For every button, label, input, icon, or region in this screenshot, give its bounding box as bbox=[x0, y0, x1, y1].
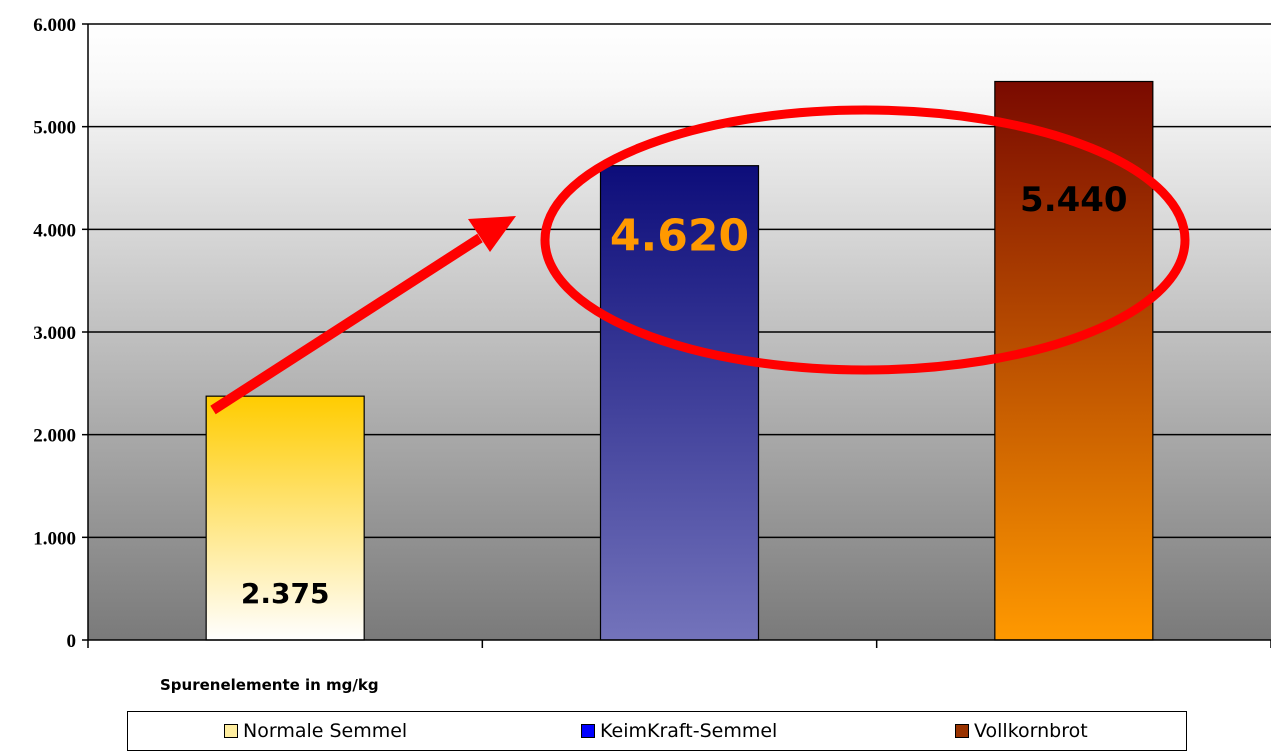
legend-swatch-vollkornbrot bbox=[955, 724, 969, 738]
bar-vollkornbrot bbox=[994, 80, 1154, 641]
y-tick-label: 1.000 bbox=[33, 528, 76, 549]
arrow-shaft bbox=[210, 233, 483, 415]
y-tick-labels: 0 1.000 2.000 3.000 4.000 5.000 6.000 bbox=[33, 15, 76, 652]
legend-item-vollkornbrot: Vollkornbrot bbox=[955, 720, 1088, 742]
legend-item-normale-semmel: Normale Semmel bbox=[224, 720, 407, 742]
bar-normale-semmel bbox=[205, 395, 365, 641]
bars bbox=[205, 80, 1154, 641]
legend-item-keimkraft-semmel: KeimKraft-Semmel bbox=[581, 720, 777, 742]
data-label-vollkornbrot: 5.440 bbox=[1020, 180, 1128, 220]
legend-swatch-keimkraft-semmel bbox=[581, 724, 595, 738]
y-tick-label: 4.000 bbox=[33, 220, 76, 241]
arrow-head bbox=[468, 216, 516, 252]
data-labels: 2.375 4.620 5.440 bbox=[241, 180, 1128, 610]
legend-label-vollkornbrot: Vollkornbrot bbox=[974, 720, 1088, 742]
highlight-ellipse bbox=[540, 105, 1190, 375]
annotation-layer bbox=[210, 105, 1190, 415]
legend-swatch-normale-semmel bbox=[224, 724, 238, 738]
y-tick-label: 3.000 bbox=[33, 323, 76, 344]
y-tick-label: 5.000 bbox=[33, 118, 76, 139]
data-label-keimkraft-semmel: 4.620 bbox=[610, 211, 749, 262]
bar-chart: 0 1.000 2.000 3.000 4.000 5.000 6.000 2.375 4.6… bbox=[33, 15, 1271, 694]
legend-label-normale-semmel: Normale Semmel bbox=[243, 720, 408, 742]
data-label-normale-semmel: 2.375 bbox=[241, 577, 330, 610]
y-tick-label: 6.000 bbox=[33, 15, 76, 36]
y-tick-label: 0 bbox=[67, 631, 77, 652]
axes bbox=[87, 24, 1271, 648]
legend: Normale Semmel KeimKraft-Semmel Vollkorn… bbox=[127, 711, 1187, 751]
x-axis-label: Spurenelemente in mg/kg bbox=[160, 676, 379, 694]
y-tick-label: 2.000 bbox=[33, 426, 76, 447]
legend-label-keimkraft-semmel: KeimKraft-Semmel bbox=[600, 720, 778, 742]
